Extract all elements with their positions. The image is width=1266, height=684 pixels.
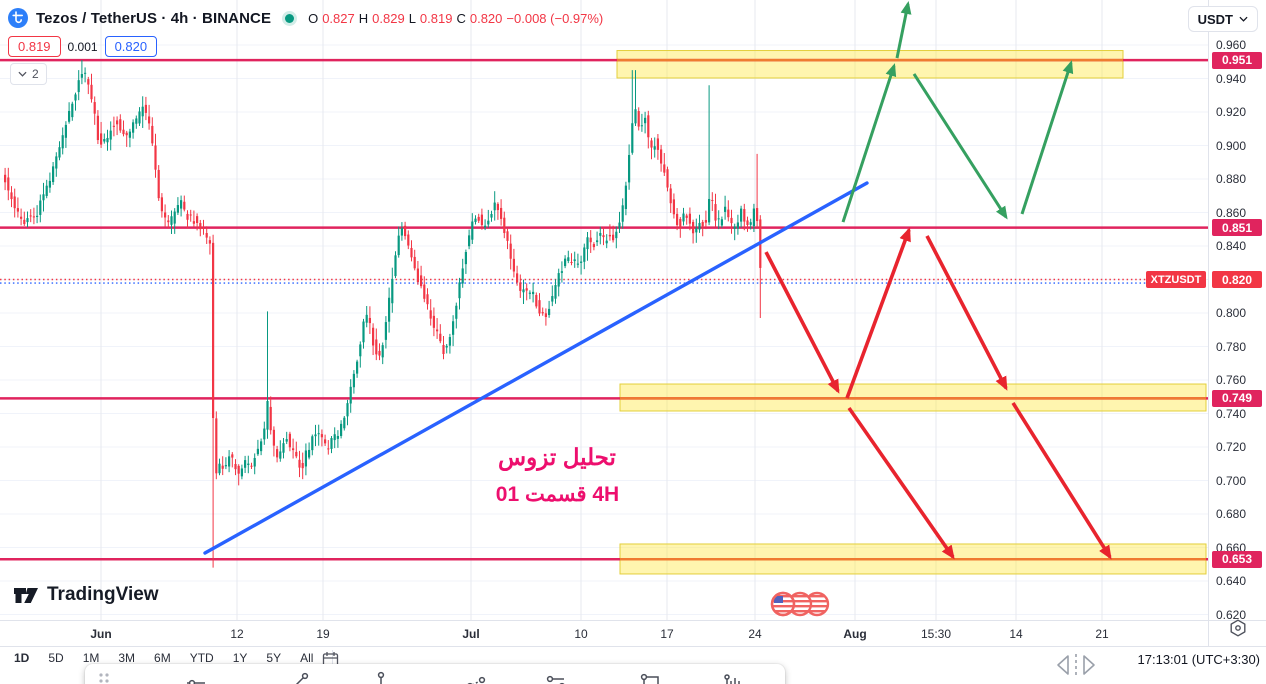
time-tick-label: 19: [316, 627, 330, 641]
tezos-logo-icon: [8, 8, 28, 28]
trend-line-icon[interactable]: [288, 671, 310, 684]
price-tick-label: 0.960: [1216, 38, 1247, 52]
range-button-5y[interactable]: 5Y: [266, 650, 282, 665]
price-tick-label: 0.940: [1216, 71, 1247, 86]
price-tick-label: 0.680: [1216, 507, 1247, 521]
price-tick-label: 0.780: [1216, 339, 1247, 354]
time-tick-label: Jul: [462, 627, 480, 641]
chevron-down-icon: [18, 71, 27, 77]
usa-flags-icon: [770, 591, 832, 617]
drag-handle-icon[interactable]: [97, 671, 111, 684]
last-price-label: 0.820: [1212, 271, 1262, 288]
symbol-title[interactable]: Tezos / TetherUS · 4h · BINANCE: [36, 9, 272, 27]
extended-line-icon[interactable]: [465, 671, 487, 684]
price-tick-label: 0.920: [1216, 105, 1247, 119]
chart-legend: Tezos / TetherUS · 4h · BINANCE O 0.827 H…: [8, 7, 603, 29]
price-tick-label: 0.740: [1216, 406, 1247, 421]
footer-divider: [0, 646, 1266, 647]
price-tick-label: 0.720: [1216, 440, 1247, 454]
price-axis[interactable]: 0.960 0.940 0.920 0.900 0.880 0.860 0.840 0.800…: [1208, 0, 1266, 646]
range-button-1d[interactable]: 1D: [14, 650, 30, 665]
level-price-label: 0.851: [1212, 219, 1262, 237]
tradingview-watermark: TradingView: [13, 584, 159, 606]
range-button-1y[interactable]: 1Y: [232, 650, 248, 665]
price-tick-label: 0.900: [1216, 138, 1247, 153]
time-tick-label: 10: [574, 627, 588, 641]
level-price-label: 0.951: [1212, 51, 1262, 69]
spread-value: 0.001: [67, 39, 98, 54]
indicator-count: 2: [32, 67, 39, 81]
indicators-collapse-button[interactable]: 2: [10, 63, 47, 85]
parallel-channel-icon[interactable]: [545, 671, 567, 684]
time-tick-label: 12: [230, 627, 244, 641]
range-button-ytd[interactable]: YTD: [189, 650, 214, 665]
time-tick-label: 17: [660, 627, 674, 641]
chevron-down-icon: [1239, 16, 1248, 22]
drawing-toolbar[interactable]: [85, 664, 785, 684]
price-tick-label: 0.700: [1216, 473, 1247, 488]
time-tick-label: 14: [1009, 627, 1023, 641]
time-axis-divider: [0, 620, 1266, 621]
range-button-all[interactable]: All: [300, 650, 314, 665]
currency-label: USDT: [1197, 11, 1233, 27]
range-button-5d[interactable]: 5D: [48, 650, 64, 665]
brand-name: TradingView: [47, 584, 159, 605]
currency-selector[interactable]: USDT: [1187, 6, 1258, 32]
tradingview-logo-icon: [14, 588, 38, 603]
market-status-icon[interactable]: [285, 13, 295, 23]
price-tick-label: 0.840: [1216, 239, 1247, 253]
price-tick-label: 0.880: [1216, 172, 1247, 186]
analysis-subtitle-text: 4H قسمت 01: [495, 483, 620, 506]
symbol-price-label: XTZUSDT: [1146, 271, 1206, 288]
candlestick-chart[interactable]: [0, 0, 1208, 620]
level-price-label: 0.749: [1212, 389, 1262, 407]
time-tick-label: Aug: [843, 627, 867, 641]
price-tick-label: 0.860: [1216, 205, 1247, 220]
time-tick-label: 15:30: [920, 627, 952, 641]
pattern-icon[interactable]: [722, 671, 744, 684]
clock[interactable]: 17:13:01 (UTC+3:30): [1137, 652, 1260, 667]
time-tick-label: Jun: [90, 627, 112, 641]
price-axis-divider: [1208, 0, 1209, 646]
range-button-1m[interactable]: 1M: [82, 650, 100, 665]
time-axis[interactable]: Jun 12 19 Jul 10 17 24 Aug 15:30 14 21: [0, 620, 1208, 646]
price-tick-label: 0.800: [1216, 306, 1247, 320]
time-tick-label: 21: [1095, 627, 1109, 641]
range-button-3m[interactable]: 3M: [118, 650, 136, 665]
buy-price-badge[interactable]: 0.820: [104, 36, 158, 57]
price-tick-label: 0.640: [1216, 574, 1247, 588]
sell-price-badge[interactable]: 0.819: [8, 36, 61, 57]
level-price-label: 0.653: [1212, 550, 1262, 568]
price-tick-label: 0.760: [1216, 373, 1247, 387]
ray-icon[interactable]: [185, 671, 207, 684]
date-range-toolbar: 1D 5D 1M 3M 6M YTD 1Y 5Y All: [14, 650, 334, 665]
price-tick-label: 0.620: [1216, 607, 1247, 622]
vertical-line-icon[interactable]: [370, 671, 392, 684]
range-button-6m[interactable]: 6M: [154, 650, 171, 665]
analysis-title-text: تحلیل تزوس: [498, 444, 616, 470]
go-to-realtime-icon[interactable]: [1054, 652, 1098, 678]
time-tick-label: 24: [748, 627, 762, 641]
rectangle-icon[interactable]: [640, 671, 662, 684]
ohlc-values: O 0.827 H 0.829 L 0.819 C 0.820 −0.008 (−0.9…: [308, 10, 604, 26]
order-badges: 0.819 0.001 0.820: [8, 35, 158, 58]
price-axis-settings-gear-icon[interactable]: [1228, 618, 1248, 638]
